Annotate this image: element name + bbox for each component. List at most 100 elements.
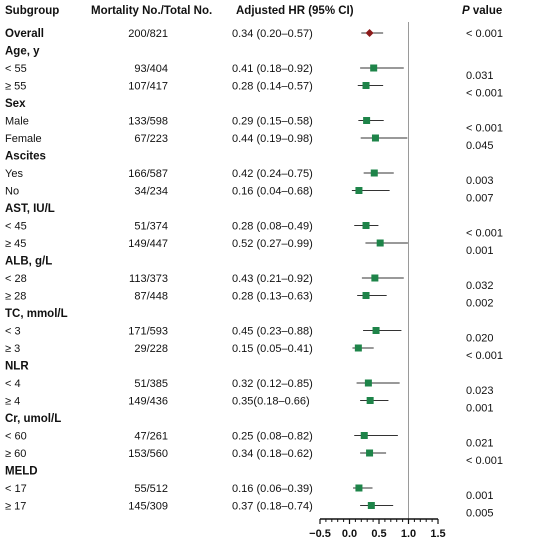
header-hr: Adjusted HR (95% CI) [236, 5, 354, 17]
row-hr-ci: 0.34 (0.18–0.62) [232, 448, 313, 460]
table-row: ≥ 60 153/560 0.34 (0.18–0.62) < 0.001 [5, 448, 503, 467]
row-counts: 149/436 [128, 396, 168, 408]
overall-diamond-marker [365, 29, 374, 37]
row-p-value: 0.005 [466, 508, 494, 520]
x-axis: −0.5 0.0 0.5 1.0 1.5 [309, 518, 446, 540]
row-label: ≥ 3 [5, 343, 20, 355]
row-hr-ci: 0.28 (0.14–0.57) [232, 81, 313, 93]
hr-point-marker [355, 484, 363, 492]
row-counts: 171/593 [128, 326, 168, 338]
group-row: TC, mmol/L [5, 308, 68, 320]
row-hr-ci: 0.45 (0.23–0.88) [232, 326, 313, 338]
table-rows: Overall 200/821 0.34 (0.20–0.57) < 0.001 Age… [5, 28, 503, 520]
row-hr-ci: 0.25 (0.08–0.82) [232, 431, 313, 443]
row-p-value: < 0.001 [466, 350, 503, 362]
row-counts: 149/447 [128, 238, 168, 250]
row-hr-ci: 0.43 (0.21–0.92) [232, 273, 313, 285]
row-counts: 153/560 [128, 448, 168, 460]
hr-point-marker [362, 222, 370, 229]
row-counts: 51/374 [134, 221, 168, 233]
row-p-value: 0.001 [466, 403, 494, 415]
row-label-overall: Overall [5, 28, 44, 40]
table-row: ≥ 45 149/447 0.52 (0.27–0.99) 0.001 [5, 238, 494, 257]
row-p-value: < 0.001 [466, 88, 503, 100]
table-row: ≥ 4 149/436 0.35(0.18–0.66) 0.001 [5, 396, 494, 415]
row-label: ≥ 60 [5, 448, 26, 460]
row-p-value: < 0.001 [466, 28, 503, 40]
group-heading: NLR [5, 361, 29, 373]
row-label: < 17 [5, 483, 27, 495]
row-counts: 145/309 [128, 501, 168, 513]
row-p-value: 0.045 [466, 140, 494, 152]
hr-point-marker [371, 274, 379, 282]
row-label: Male [5, 116, 29, 128]
row-label: ≥ 4 [5, 396, 20, 408]
row-hr-ci: 0.52 (0.27–0.99) [232, 238, 313, 250]
group-row: Cr, umol/L [5, 413, 61, 425]
row-p-value: 0.032 [466, 280, 494, 292]
hr-point-marker [355, 187, 363, 194]
hr-point-marker [366, 449, 374, 457]
row-p-value: 0.020 [466, 333, 494, 345]
row-p-value: < 0.001 [466, 123, 503, 135]
row-hr-ci: 0.44 (0.19–0.98) [232, 133, 313, 145]
row-hr-ci: 0.29 (0.15–0.58) [232, 116, 313, 128]
table-row: < 17 55/512 0.16 (0.06–0.39) 0.001 [5, 483, 494, 502]
row-hr-ci: 0.16 (0.06–0.39) [232, 483, 313, 495]
table-row: Yes 166/587 0.42 (0.24–0.75) 0.003 [5, 168, 494, 187]
row-counts: 29/228 [134, 343, 168, 355]
group-row: Overall 200/821 0.34 (0.20–0.57) < 0.001 [5, 28, 503, 40]
row-counts: 166/587 [128, 168, 168, 180]
row-label: ≥ 28 [5, 291, 26, 303]
hr-point-marker [370, 64, 378, 72]
group-heading: MELD [5, 466, 38, 478]
row-p-value: < 0.001 [466, 228, 503, 240]
group-row: MELD [5, 466, 38, 478]
hr-point-marker [354, 344, 362, 352]
hr-point-marker [362, 82, 370, 89]
row-hr-ci: 0.42 (0.24–0.75) [232, 168, 313, 180]
row-hr-ci: 0.15 (0.05–0.41) [232, 343, 313, 355]
row-counts: 87/448 [134, 291, 168, 303]
group-heading: ALB, g/L [5, 256, 52, 268]
table-row: < 60 47/261 0.25 (0.08–0.82) 0.021 [5, 431, 494, 450]
row-counts: 51/385 [134, 378, 168, 390]
hr-point-marker [372, 327, 380, 334]
row-counts: 34/234 [134, 186, 168, 198]
row-counts: 133/598 [128, 116, 168, 128]
hr-point-marker [371, 134, 379, 142]
header-p-rest: value [470, 5, 503, 17]
table-row: < 45 51/374 0.28 (0.08–0.49) < 0.001 [5, 221, 503, 240]
group-heading: Ascites [5, 151, 46, 163]
row-p-value: 0.001 [466, 245, 494, 257]
group-row: AST, IU/L [5, 203, 55, 215]
table-row: Female 67/223 0.44 (0.19–0.98) 0.045 [5, 133, 494, 152]
row-hr-ci: 0.32 (0.12–0.85) [232, 378, 313, 390]
x-tick-label: 0.0 [342, 528, 357, 540]
row-label: Yes [5, 168, 23, 180]
row-counts: 93/404 [134, 63, 168, 75]
row-label: ≥ 45 [5, 238, 26, 250]
row-p-value: 0.002 [466, 298, 494, 310]
header-subgroup: Subgroup [5, 5, 59, 17]
table-row: < 28 113/373 0.43 (0.21–0.92) 0.032 [5, 273, 494, 292]
table-row: ≥ 3 29/228 0.15 (0.05–0.41) < 0.001 [5, 343, 503, 362]
row-hr-ci: 0.28 (0.13–0.63) [232, 291, 313, 303]
table-row: < 55 93/404 0.41 (0.18–0.92) 0.031 [5, 63, 494, 82]
row-label: < 60 [5, 431, 27, 443]
row-hr-ci: 0.28 (0.08–0.49) [232, 221, 313, 233]
hr-point-marker [364, 379, 372, 387]
row-counts: 113/373 [129, 273, 168, 285]
row-counts: 47/261 [134, 431, 168, 443]
row-p-value: 0.023 [466, 385, 494, 397]
table-row: ≥ 17 145/309 0.37 (0.18–0.74) 0.005 [5, 501, 494, 520]
row-label: < 4 [5, 378, 21, 390]
row-label: < 45 [5, 221, 27, 233]
row-counts: 107/417 [128, 81, 168, 93]
row-p-value: 0.007 [466, 193, 494, 205]
row-counts: 200/821 [128, 28, 168, 40]
row-label: Female [5, 133, 42, 145]
row-counts: 67/223 [134, 133, 168, 145]
hr-point-marker [360, 432, 368, 439]
row-hr-ci: 0.16 (0.04–0.68) [232, 186, 313, 198]
